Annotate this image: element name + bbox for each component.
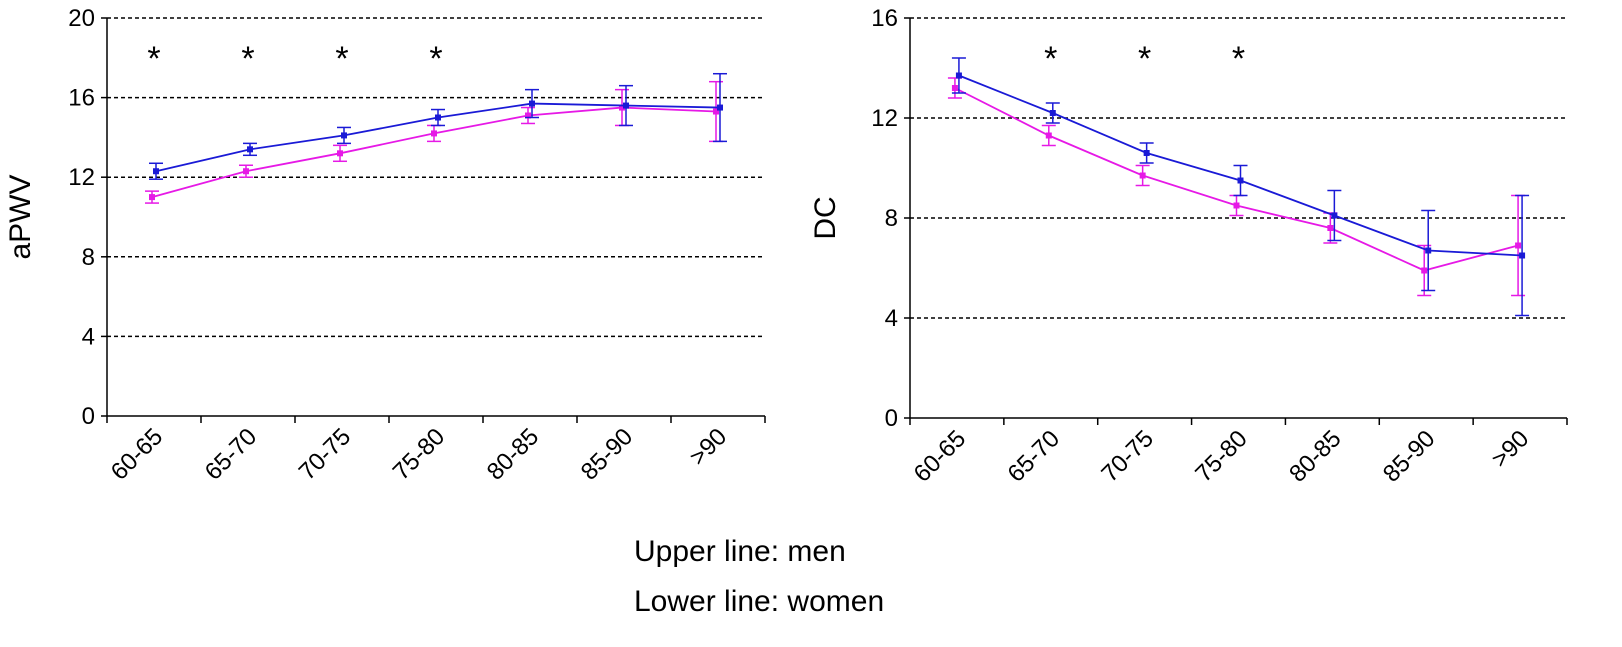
y-axis-title: aPWV [4, 174, 37, 259]
data-point-women [525, 112, 531, 119]
chart-left-apwv: 0 4 8 12 16 20 60-65 65-70 70-75 75-80 80-85 85-90 >… [4, 5, 766, 486]
y-axis-title: DC [809, 196, 842, 239]
y-tick-label: 8 [82, 244, 95, 271]
significance-star: * [1044, 40, 1057, 78]
footnote-women: Lower line: women [634, 585, 885, 618]
data-point-men [1237, 177, 1244, 184]
data-point-women [619, 104, 625, 111]
data-point-women [1139, 172, 1146, 179]
data-point-women [1421, 267, 1428, 274]
data-point-men [1519, 252, 1526, 259]
y-tick-label: 12 [68, 164, 95, 191]
data-point-men [1143, 150, 1150, 156]
y-tick-label: 4 [885, 305, 898, 332]
data-point-men [341, 132, 347, 139]
y-tick-label: 0 [885, 405, 898, 432]
data-point-men [955, 72, 962, 79]
data-point-men [247, 146, 253, 153]
y-tick-label: 8 [885, 205, 898, 232]
data-point-women [1327, 225, 1334, 231]
data-point-women [713, 108, 719, 115]
significance-star: * [429, 40, 442, 78]
footnote-men: Upper line: men [634, 535, 846, 568]
data-point-men [153, 168, 159, 175]
significance-star: * [1232, 40, 1245, 78]
x-tick-label: 65-70 [200, 423, 263, 486]
data-point-men [435, 114, 441, 121]
y-tick-label: 12 [871, 105, 898, 132]
data-point-men [717, 104, 723, 111]
x-tick-label: 70-75 [294, 423, 357, 486]
data-point-women [149, 194, 155, 201]
x-tick-label: 85-90 [576, 423, 639, 486]
data-point-men [1331, 212, 1338, 219]
significance-star: * [147, 40, 160, 78]
x-tick-label: 60-65 [106, 423, 169, 486]
x-tick-label: 70-75 [1096, 425, 1159, 488]
data-point-women [431, 130, 437, 137]
data-point-men [1425, 247, 1432, 254]
y-tick-label: 20 [68, 5, 95, 32]
data-point-women [243, 168, 249, 175]
data-point-women [1515, 242, 1522, 249]
x-tick-label: 75-80 [1190, 425, 1253, 488]
data-point-men [623, 102, 629, 109]
y-tick-label: 16 [68, 85, 95, 112]
significance-star: * [1138, 40, 1151, 78]
x-tick-label: >90 [684, 423, 732, 471]
data-point-women [1045, 132, 1052, 139]
chart-right-dc: 0 4 8 12 16 60-65 65-70 70-75 75-80 80-85 85-90 >90… [809, 5, 1568, 488]
x-tick-label: 80-85 [482, 423, 545, 486]
x-tick-label: 80-85 [1284, 425, 1347, 488]
significance-star: * [241, 40, 254, 78]
x-tick-label: 85-90 [1378, 425, 1441, 488]
y-tick-label: 0 [82, 403, 95, 430]
data-point-women [1233, 202, 1240, 209]
y-tick-label: 4 [82, 323, 95, 350]
data-point-women [951, 85, 958, 91]
data-point-men [1049, 110, 1056, 116]
y-tick-label: 16 [871, 5, 898, 32]
x-tick-label: 75-80 [388, 423, 451, 486]
data-point-women [337, 150, 343, 157]
significance-star: * [335, 40, 348, 78]
data-point-men [529, 100, 535, 107]
x-tick-label: >90 [1486, 425, 1534, 473]
x-tick-label: 60-65 [909, 425, 972, 488]
x-tick-label: 65-70 [1003, 425, 1066, 488]
